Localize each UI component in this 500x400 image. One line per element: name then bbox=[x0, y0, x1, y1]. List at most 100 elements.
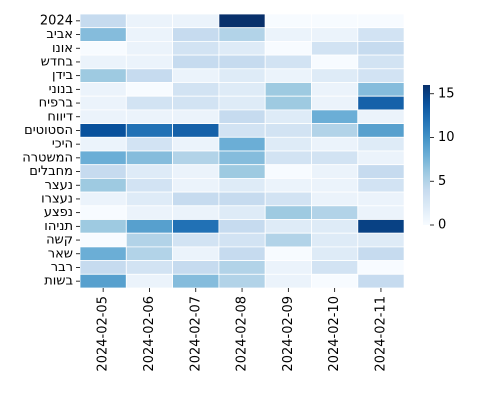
y-tick-label: תניהו bbox=[44, 219, 73, 234]
heatmap-cell bbox=[264, 109, 312, 125]
heatmap-cell bbox=[125, 68, 174, 83]
x-tick-label: 2024-02-09 bbox=[281, 296, 296, 372]
heatmap-cell bbox=[264, 150, 312, 166]
heatmap-cell bbox=[125, 260, 174, 275]
heatmap-cell bbox=[311, 109, 359, 125]
heatmap-cell bbox=[79, 123, 127, 138]
heatmap-cell bbox=[172, 219, 220, 234]
heatmap-cell bbox=[264, 164, 312, 179]
heatmap-cell bbox=[218, 82, 266, 97]
heatmap-cell bbox=[125, 27, 174, 42]
colorbar-tick-label: 10 bbox=[438, 130, 455, 145]
heatmap-cell bbox=[311, 95, 359, 111]
heatmap-cell bbox=[125, 273, 174, 289]
heatmap-cell bbox=[79, 191, 127, 207]
heatmap-cell bbox=[264, 232, 312, 248]
heatmap-cell bbox=[311, 82, 359, 97]
heatmap-cell bbox=[125, 41, 174, 56]
heatmap-cell bbox=[172, 68, 220, 83]
y-tick-label: היכי bbox=[52, 137, 73, 152]
heatmap-cell bbox=[311, 54, 359, 70]
heatmap-cell bbox=[218, 13, 266, 29]
heatmap-cell bbox=[79, 177, 127, 193]
heatmap-cell bbox=[172, 232, 220, 248]
heatmap-cell bbox=[311, 41, 359, 56]
heatmap-cell bbox=[264, 177, 312, 193]
heatmap-cell bbox=[79, 136, 127, 152]
y-tick-label: אביב bbox=[46, 27, 73, 42]
heatmap-cell bbox=[218, 136, 266, 152]
heatmap-cell bbox=[79, 68, 127, 83]
y-axis-labels: 2024אביבאונובחדשבידןבנוניברפיחדיווחהסטוט… bbox=[22, 13, 80, 289]
heatmap-cell bbox=[357, 191, 405, 207]
y-tick-label: מחבלים bbox=[29, 164, 73, 179]
heatmap-cell bbox=[172, 41, 220, 56]
heatmap-cell bbox=[79, 27, 127, 42]
heatmap-cell bbox=[311, 123, 359, 138]
colorbar-tick-label: 5 bbox=[438, 174, 446, 189]
heatmap-cell bbox=[357, 232, 405, 248]
y-tick-label: קשה bbox=[46, 233, 73, 248]
heatmap-cell bbox=[311, 68, 359, 83]
x-tick-label: 2024-02-08 bbox=[235, 296, 250, 372]
heatmap-cell bbox=[311, 246, 359, 261]
heatmap-cell bbox=[311, 150, 359, 166]
heatmap-cell bbox=[357, 13, 405, 29]
heatmap-cell bbox=[125, 177, 174, 193]
heatmap-cell bbox=[357, 136, 405, 152]
heatmap-cell bbox=[311, 136, 359, 152]
heatmap-cell bbox=[172, 260, 220, 275]
heatmap-cell bbox=[218, 164, 266, 179]
heatmap-cell bbox=[79, 164, 127, 179]
heatmap-cell bbox=[125, 164, 174, 179]
heatmap-cell bbox=[79, 246, 127, 261]
y-tick-label: 2024 bbox=[40, 13, 73, 28]
heatmap-cell bbox=[125, 219, 174, 234]
heatmap-cell bbox=[311, 27, 359, 42]
heatmap-cell bbox=[311, 219, 359, 234]
heatmap-cell bbox=[125, 54, 174, 70]
heatmap-cell bbox=[172, 136, 220, 152]
heatmap-cell bbox=[264, 54, 312, 70]
heatmap-cell bbox=[357, 95, 405, 111]
heatmap-cell bbox=[218, 191, 266, 207]
heatmap-cell bbox=[79, 109, 127, 125]
heatmap-cell bbox=[218, 95, 266, 111]
y-tick-label: ברפיח bbox=[39, 96, 73, 111]
heatmap-cell bbox=[79, 273, 127, 289]
y-tick-label: נפצע bbox=[44, 205, 73, 220]
heatmap-cell bbox=[218, 232, 266, 248]
x-tick-label: 2024-02-11 bbox=[373, 296, 388, 372]
heatmap-cell bbox=[264, 68, 312, 83]
heatmap-cell bbox=[125, 232, 174, 248]
heatmap-cell bbox=[357, 246, 405, 261]
heatmap-cell bbox=[264, 246, 312, 261]
heatmap-cell bbox=[357, 164, 405, 179]
heatmap-cell bbox=[311, 177, 359, 193]
heatmap-cell bbox=[264, 205, 312, 220]
heatmap-cell bbox=[311, 273, 359, 289]
y-tick-label: בנוני bbox=[49, 82, 73, 97]
colorbar: 0 5 10 15 bbox=[423, 85, 455, 233]
heatmap-cell bbox=[79, 205, 127, 220]
heatmap-cell bbox=[357, 260, 405, 275]
heatmap-cell bbox=[264, 273, 312, 289]
heatmap-cell bbox=[311, 191, 359, 207]
heatmap-cell bbox=[172, 27, 220, 42]
heatmap-cell bbox=[218, 150, 266, 166]
heatmap-cell bbox=[79, 54, 127, 70]
heatmap-cell bbox=[79, 13, 127, 29]
heatmap-cell bbox=[357, 82, 405, 97]
y-tick-label: בשות bbox=[44, 274, 73, 289]
heatmap-cell bbox=[218, 177, 266, 193]
heatmap-cell bbox=[264, 136, 312, 152]
heatmap-cell bbox=[172, 164, 220, 179]
heatmap-cell bbox=[79, 82, 127, 97]
heatmap-cell bbox=[172, 95, 220, 111]
heatmap-cell bbox=[172, 54, 220, 70]
heatmap-cell bbox=[218, 68, 266, 83]
heatmap-cell bbox=[218, 260, 266, 275]
heatmap-cell bbox=[79, 232, 127, 248]
heatmap-cell bbox=[125, 109, 174, 125]
y-tick-label: בידן bbox=[52, 68, 73, 83]
